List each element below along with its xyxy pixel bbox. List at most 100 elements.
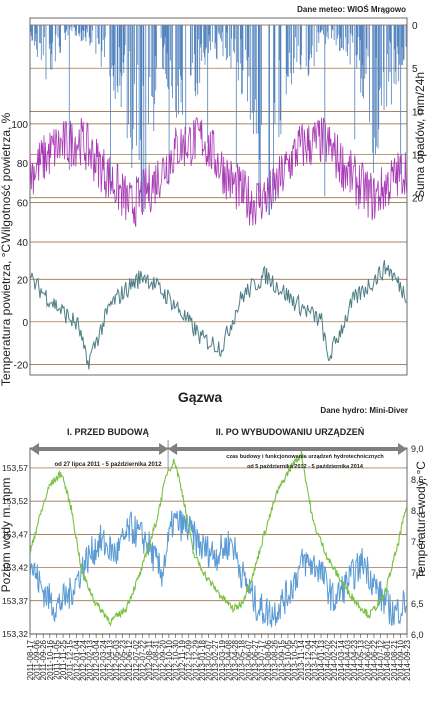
phase-1-arrow bbox=[30, 443, 169, 455]
x-tick-label: 2013-09-15 bbox=[277, 639, 286, 680]
x-tick-label: 2013-05-18 bbox=[238, 639, 247, 680]
x-tick-labels: 2011-08-172011-09-062011-09-262011-10-16… bbox=[26, 639, 412, 680]
phase-2-construction-note: czas budowy i funkcjonowania urządzeń hy… bbox=[226, 454, 384, 460]
phase-2-arrow-head-right bbox=[398, 443, 407, 455]
water-temp-tick-label: 8,0 bbox=[411, 506, 424, 516]
x-tick-label: 2012-07-22 bbox=[138, 639, 147, 680]
x-tick-label: 2013-08-06 bbox=[264, 639, 273, 680]
x-tick-label: 2012-05-03 bbox=[112, 639, 121, 680]
water-temp-tick-label: 6,5 bbox=[411, 599, 424, 609]
grid-lines bbox=[30, 24, 407, 635]
air-temp-axis-label: Temperatura powietrza, °C bbox=[0, 244, 13, 387]
precip-axis-label: Suma opadów, mm/24h bbox=[413, 72, 427, 198]
x-tick-label: 2014-08-21 bbox=[390, 639, 399, 680]
water-temp-tick-label: 9,0 bbox=[411, 444, 424, 454]
water-temp-tick-label: 7,0 bbox=[411, 568, 424, 578]
precip-series bbox=[30, 25, 407, 215]
station-title: Gązwa bbox=[178, 389, 223, 405]
x-tick-label: 2012-10-30 bbox=[172, 639, 181, 680]
x-tick-label: 2012-04-13 bbox=[105, 639, 114, 680]
precip-tick-label: 0 bbox=[412, 21, 418, 32]
precip-tick-label: 10 bbox=[412, 107, 424, 118]
humidity-tick-label: 80 bbox=[17, 159, 29, 170]
x-tick-label: 2012-08-11 bbox=[145, 639, 154, 680]
x-tick-label: 2013-08-26 bbox=[271, 639, 280, 680]
phase-1-arrow-head-right bbox=[159, 443, 169, 455]
phase-2-label: II. PO WYBUDOWANIU URZĄDZEŃ bbox=[216, 427, 365, 437]
x-tick-label: 2013-01-18 bbox=[198, 639, 207, 680]
x-tick-label: 2012-01-24 bbox=[79, 639, 88, 680]
x-tick-label: 2012-12-09 bbox=[185, 639, 194, 680]
x-tick-label: 2014-01-13 bbox=[317, 639, 326, 680]
x-tick-label: 2014-07-12 bbox=[377, 639, 386, 680]
x-tick-label: 2014-09-23 bbox=[403, 639, 412, 680]
air-temp-line bbox=[29, 260, 407, 370]
water-level-line bbox=[29, 509, 407, 628]
x-tick-label: 2013-02-07 bbox=[205, 639, 214, 680]
x-tick-label: 2014-05-13 bbox=[357, 639, 366, 680]
precip-tick-label: 5 bbox=[412, 64, 418, 75]
axis-labels: Dane meteo: WIOŚ Mrągowo Suma opadów, mm… bbox=[0, 5, 428, 592]
x-tick-label: 2011-11-25 bbox=[59, 639, 68, 679]
water-temp-line bbox=[29, 450, 408, 627]
meteo-source-annotation: Dane meteo: WIOŚ Mrągowo bbox=[297, 5, 406, 14]
x-tick-label: 2014-02-22 bbox=[330, 639, 339, 680]
x-tick-label: 2011-09-26 bbox=[39, 639, 48, 680]
x-tick-label: 2013-04-28 bbox=[231, 639, 240, 680]
tick-labels: 0 5 10 15 20 40 60 80 100 -20 0 20 153,57 153,52 153,4… bbox=[2, 21, 424, 640]
water-temp-tick-label: 8,5 bbox=[411, 475, 424, 485]
x-tick-label: 2011-11-05 bbox=[53, 639, 62, 679]
hydro-frame bbox=[29, 447, 408, 635]
phase-arrows bbox=[30, 440, 407, 470]
phase-2-dates: od 5 października 2012 - 5 października … bbox=[247, 464, 364, 470]
x-tick-label: 2014-04-03 bbox=[344, 639, 353, 680]
x-tick-label: 2012-12-29 bbox=[191, 639, 200, 680]
water-level-tick-label: 153,42 bbox=[2, 563, 28, 573]
phase-2-arrow-head-left bbox=[168, 443, 178, 455]
x-tick-label: 2013-10-05 bbox=[284, 639, 293, 680]
water-level-tick-label: 153,37 bbox=[2, 596, 28, 606]
x-tick-label: 2011-12-15 bbox=[66, 639, 75, 680]
x-tick-label: 2012-01-04 bbox=[72, 639, 81, 680]
x-tick-label: 2012-10-10 bbox=[165, 639, 174, 680]
x-tick-label: 2012-02-13 bbox=[86, 639, 95, 680]
x-tick-label: 2014-06-02 bbox=[363, 639, 372, 680]
precip-tick-label: 15 bbox=[412, 151, 424, 162]
meteo-frame bbox=[29, 17, 408, 376]
x-tick-label: 2014-08-01 bbox=[383, 639, 392, 680]
x-tick-label: 2011-10-16 bbox=[46, 639, 55, 680]
x-tick-label: 2013-11-14 bbox=[297, 639, 306, 680]
x-tick-label: 2012-03-04 bbox=[92, 639, 101, 680]
phase-1-label: I. PRZED BUDOWĄ bbox=[67, 427, 149, 437]
humidity-tick-label: 100 bbox=[11, 120, 28, 131]
x-tick-label: 2012-09-20 bbox=[158, 639, 167, 680]
x-tick-label: 2012-05-23 bbox=[119, 639, 128, 680]
precip-tick-label: 20 bbox=[412, 194, 424, 205]
air-temp-tick-label: 20 bbox=[17, 275, 29, 286]
humidity-line bbox=[29, 117, 408, 227]
x-tick-label: 2011-08-17 bbox=[26, 639, 35, 680]
panel-frames bbox=[29, 17, 408, 635]
water-level-tick-label: 153,57 bbox=[2, 463, 28, 473]
humidity-tick-label: 60 bbox=[17, 199, 29, 210]
x-tick-label: 2013-06-07 bbox=[244, 639, 253, 680]
x-tick-label: 2012-07-02 bbox=[132, 639, 141, 680]
x-tick-label: 2013-10-25 bbox=[291, 639, 300, 680]
x-tick-label: 2013-12-24 bbox=[310, 639, 319, 680]
x-tick-label: 2011-09-06 bbox=[33, 639, 42, 680]
water-temp-tick-label: 6,0 bbox=[411, 630, 424, 640]
x-tick-label: 2014-02-02 bbox=[324, 639, 333, 680]
water-level-tick-label: 153,47 bbox=[2, 529, 28, 539]
x-tick-label: 2013-04-08 bbox=[224, 639, 233, 680]
x-tick-label: 2012-08-31 bbox=[152, 639, 161, 680]
x-tick-label: 2013-07-17 bbox=[258, 639, 267, 680]
x-tick-label: 2013-03-19 bbox=[218, 639, 227, 680]
x-tick-label: 2013-12-04 bbox=[304, 639, 313, 680]
hydro-source-annotation: Dane hydro: Mini-Diver bbox=[320, 406, 408, 415]
water-temp-axis-label: Temperatura wody, °C bbox=[414, 461, 428, 579]
humidity-axis-label: Wilgotność powietrza, % bbox=[0, 112, 13, 243]
air-temp-tick-label: 0 bbox=[22, 318, 28, 329]
phase-1-dates: od 27 lipca 2011 - 5 października 2012 bbox=[54, 462, 162, 468]
phase-2-arrow bbox=[168, 443, 407, 455]
